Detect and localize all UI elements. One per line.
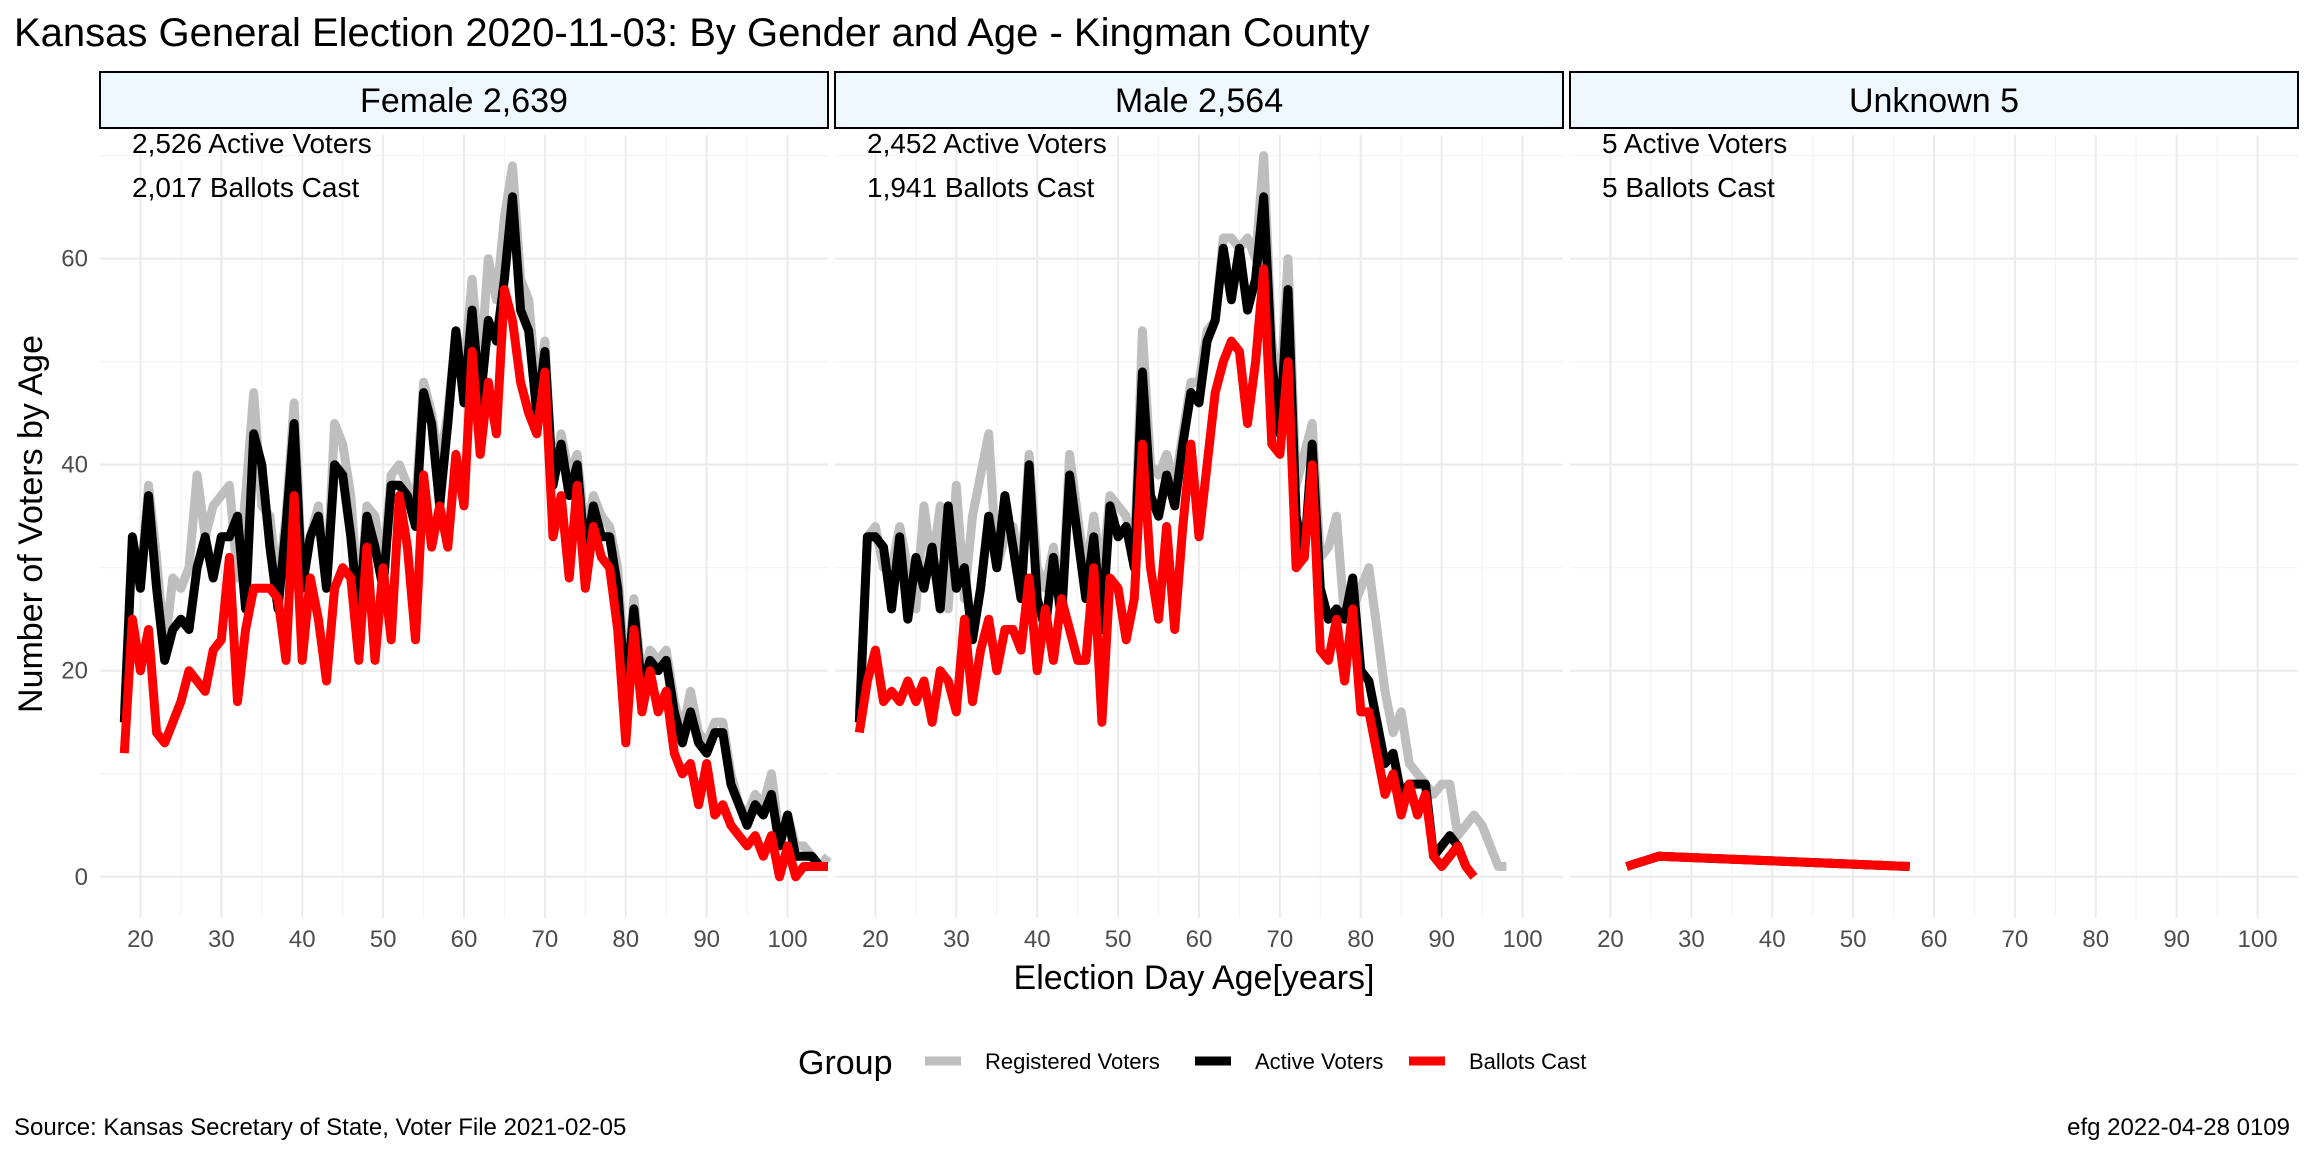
facet-strip-label: Female 2,639 [360,82,568,120]
panel-annotation: 1,941 Ballots Cast [867,172,1094,203]
x-tick-label: 30 [1678,926,1705,953]
x-tick-label: 70 [1267,926,1294,953]
legend-entry-registered-voters: Registered Voters [925,1049,1160,1074]
x-tick-label: 30 [208,926,235,953]
x-tick-label: 90 [1428,926,1455,953]
x-tick-label: 20 [127,926,154,953]
facet-strip [99,71,829,129]
x-tick-label: 40 [289,926,316,953]
x-tick-label: 50 [370,926,397,953]
panel-annotation: 5 Ballots Cast [1602,172,1775,203]
y-tick-label: 60 [61,246,88,273]
x-tick-label: 70 [2002,926,2029,953]
facet-panel-3: Unknown 5 5 Active Voters 5 Ballots Cast 20… [1569,71,2299,953]
panel-annotation: 2,017 Ballots Cast [132,172,359,203]
legend-label: Active Voters [1255,1049,1383,1074]
panel-annotation: 2,526 Active Voters [132,128,372,159]
facet-panel-1: Female 2,639 2,526 Active Voters 2,017 Bal… [61,71,832,953]
legend-entry-active-voters: Active Voters [1195,1049,1383,1074]
x-tick-label: 70 [532,926,559,953]
series-line-ballots-cast [854,264,1478,880]
facet-panels: Female 2,639 2,526 Active Voters 2,017 Bal… [61,71,2299,953]
x-tick-label: 80 [1347,926,1374,953]
y-tick-label: 40 [61,452,88,479]
x-tick-label: 40 [1759,926,1786,953]
x-tick-label: 40 [1024,926,1051,953]
facet-strip-label: Unknown 5 [1849,82,2019,120]
series-line-registered-voters [119,161,832,871]
facet-strip-label: Male 2,564 [1115,82,1283,120]
x-tick-label: 50 [1840,926,1867,953]
facet-strip [1569,71,2299,129]
facet-strip [834,71,1564,129]
source-caption: Source: Kansas Secretary of State, Voter… [14,1114,626,1141]
legend: Group Registered Voters Active Voters Ball… [798,1044,1586,1082]
y-axis-label: Number of Voters by Age [12,335,50,713]
y-tick-label: 0 [75,864,88,891]
series-line-ballots-cast [119,285,828,882]
facet-panel-2: Male 2,564 2,452 Active Voters 1,941 Ballo… [834,71,1564,953]
x-tick-label: 20 [862,926,889,953]
series-line-ballots-cast [1625,851,1910,871]
legend-label: Registered Voters [985,1049,1160,1074]
x-tick-label: 80 [2082,926,2109,953]
x-axis-label: Election Day Age[years] [1014,959,1375,997]
panel-annotation: 2,452 Active Voters [867,128,1107,159]
legend-title: Group [798,1044,893,1082]
x-tick-label: 90 [693,926,720,953]
chart-title: Kansas General Election 2020-11-03: By G… [14,11,1370,55]
x-tick-label: 50 [1105,926,1132,953]
x-tick-label: 60 [451,926,478,953]
x-tick-label: 100 [2238,926,2278,953]
legend-entry-ballots-cast: Ballots Cast [1409,1049,1586,1074]
x-tick-label: 30 [943,926,970,953]
x-tick-label: 20 [1597,926,1624,953]
x-tick-label: 90 [2163,926,2190,953]
series-line-active-voters [854,192,1471,869]
y-tick-label: 20 [61,658,88,685]
x-tick-label: 80 [612,926,639,953]
credit-caption: efg 2022-04-28 0109 [2067,1114,2290,1141]
x-tick-label: 100 [1503,926,1543,953]
legend-label: Ballots Cast [1469,1049,1586,1074]
x-tick-label: 60 [1186,926,1213,953]
x-tick-label: 100 [768,926,808,953]
panel-annotation: 5 Active Voters [1602,128,1787,159]
x-tick-label: 60 [1921,926,1948,953]
